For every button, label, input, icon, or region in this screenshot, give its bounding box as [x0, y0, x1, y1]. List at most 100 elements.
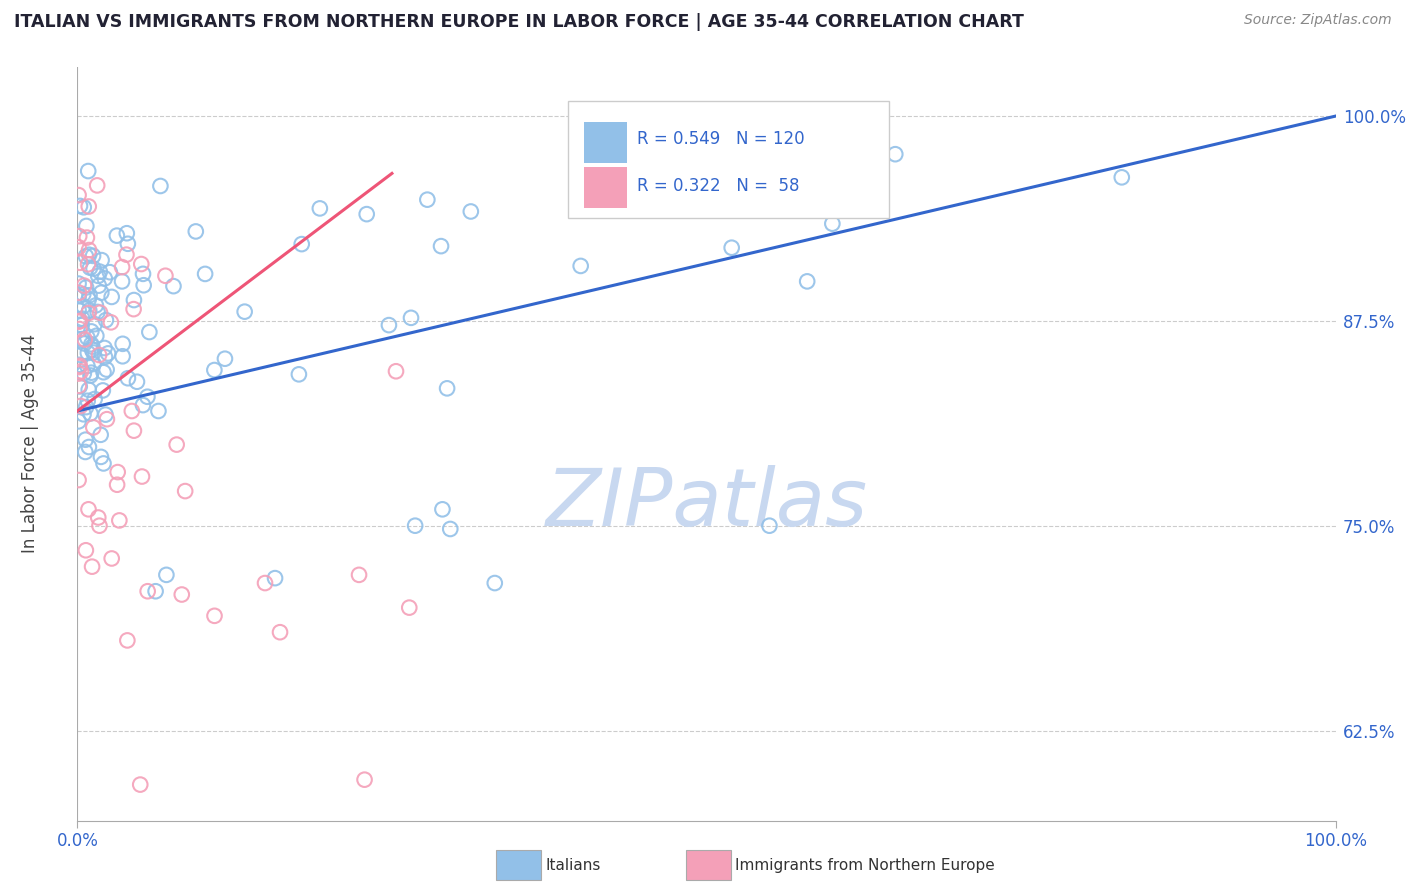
Point: [94, 408, 117, 422]
Point: [398, 600, 420, 615]
Point: [67, 312, 90, 326]
Point: [385, 364, 408, 378]
Point: [73, 336, 96, 351]
Point: [79, 260, 101, 275]
Point: [233, 304, 256, 318]
Point: [93, 365, 115, 379]
Point: [75, 433, 97, 447]
Point: [86, 178, 108, 193]
Point: [67, 285, 90, 300]
Point: [77, 306, 100, 320]
Point: [122, 302, 145, 317]
Text: R = 0.322   N =  58: R = 0.322 N = 58: [637, 177, 800, 195]
Point: [149, 178, 172, 193]
Point: [122, 293, 145, 307]
Point: [87, 278, 110, 293]
Point: [430, 239, 453, 253]
Text: Source: ZipAtlas.com: Source: ZipAtlas.com: [1244, 13, 1392, 28]
Point: [69, 199, 91, 213]
Point: [82, 420, 104, 434]
Point: [166, 437, 188, 451]
Point: [83, 317, 105, 331]
Point: [94, 313, 117, 327]
Point: [70, 318, 93, 333]
Point: [155, 567, 177, 582]
Point: [73, 200, 96, 214]
Point: [132, 398, 155, 412]
Point: [162, 279, 184, 293]
Point: [105, 477, 128, 491]
Point: [105, 228, 128, 243]
Point: [69, 322, 91, 336]
Point: [138, 325, 160, 339]
Point: [76, 359, 98, 373]
Point: [72, 299, 94, 313]
Point: [89, 265, 111, 279]
Point: [67, 315, 90, 329]
Point: [77, 440, 100, 454]
Point: [353, 772, 375, 787]
Text: Immigrants from Northern Europe: Immigrants from Northern Europe: [735, 858, 995, 872]
Point: [121, 404, 143, 418]
Point: [77, 257, 100, 271]
Point: [432, 502, 454, 516]
Text: In Labor Force | Age 35-44: In Labor Force | Age 35-44: [21, 334, 38, 553]
Point: [67, 188, 90, 202]
Point: [91, 384, 114, 398]
Point: [758, 518, 780, 533]
Point: [111, 349, 134, 363]
Point: [72, 311, 94, 326]
Point: [671, 200, 693, 214]
Point: [75, 400, 97, 414]
Point: [174, 484, 197, 499]
Point: [69, 314, 91, 328]
Point: [696, 162, 718, 177]
Point: [70, 348, 93, 362]
Point: [67, 277, 90, 291]
Point: [77, 164, 100, 178]
Point: [136, 584, 159, 599]
Point: [76, 393, 98, 408]
Point: [347, 567, 370, 582]
Point: [821, 217, 844, 231]
Point: [70, 332, 93, 346]
Text: Italians: Italians: [546, 858, 600, 872]
Point: [131, 469, 153, 483]
Point: [93, 457, 115, 471]
Point: [884, 147, 907, 161]
Point: [202, 363, 225, 377]
Point: [170, 588, 193, 602]
Point: [90, 285, 112, 300]
Point: [291, 237, 314, 252]
Point: [72, 407, 94, 421]
Point: [75, 249, 97, 263]
Point: [107, 465, 129, 479]
Point: [76, 331, 98, 345]
Point: [82, 345, 104, 359]
Point: [80, 337, 103, 351]
Point: [86, 305, 108, 319]
FancyBboxPatch shape: [585, 122, 627, 162]
Point: [87, 268, 110, 283]
Point: [132, 278, 155, 293]
Point: [439, 522, 461, 536]
Point: [115, 247, 138, 261]
Point: [94, 350, 117, 364]
Point: [87, 348, 110, 362]
Point: [145, 584, 167, 599]
Point: [73, 367, 96, 381]
Point: [90, 253, 112, 268]
Point: [69, 379, 91, 393]
Point: [80, 325, 103, 339]
Point: [204, 608, 226, 623]
Point: [269, 625, 291, 640]
Point: [67, 379, 90, 393]
Point: [73, 333, 96, 347]
Point: [79, 288, 101, 302]
Point: [75, 445, 97, 459]
Point: [67, 240, 90, 254]
Point: [90, 450, 112, 464]
Point: [404, 518, 426, 533]
Point: [117, 236, 139, 251]
Point: [75, 280, 97, 294]
